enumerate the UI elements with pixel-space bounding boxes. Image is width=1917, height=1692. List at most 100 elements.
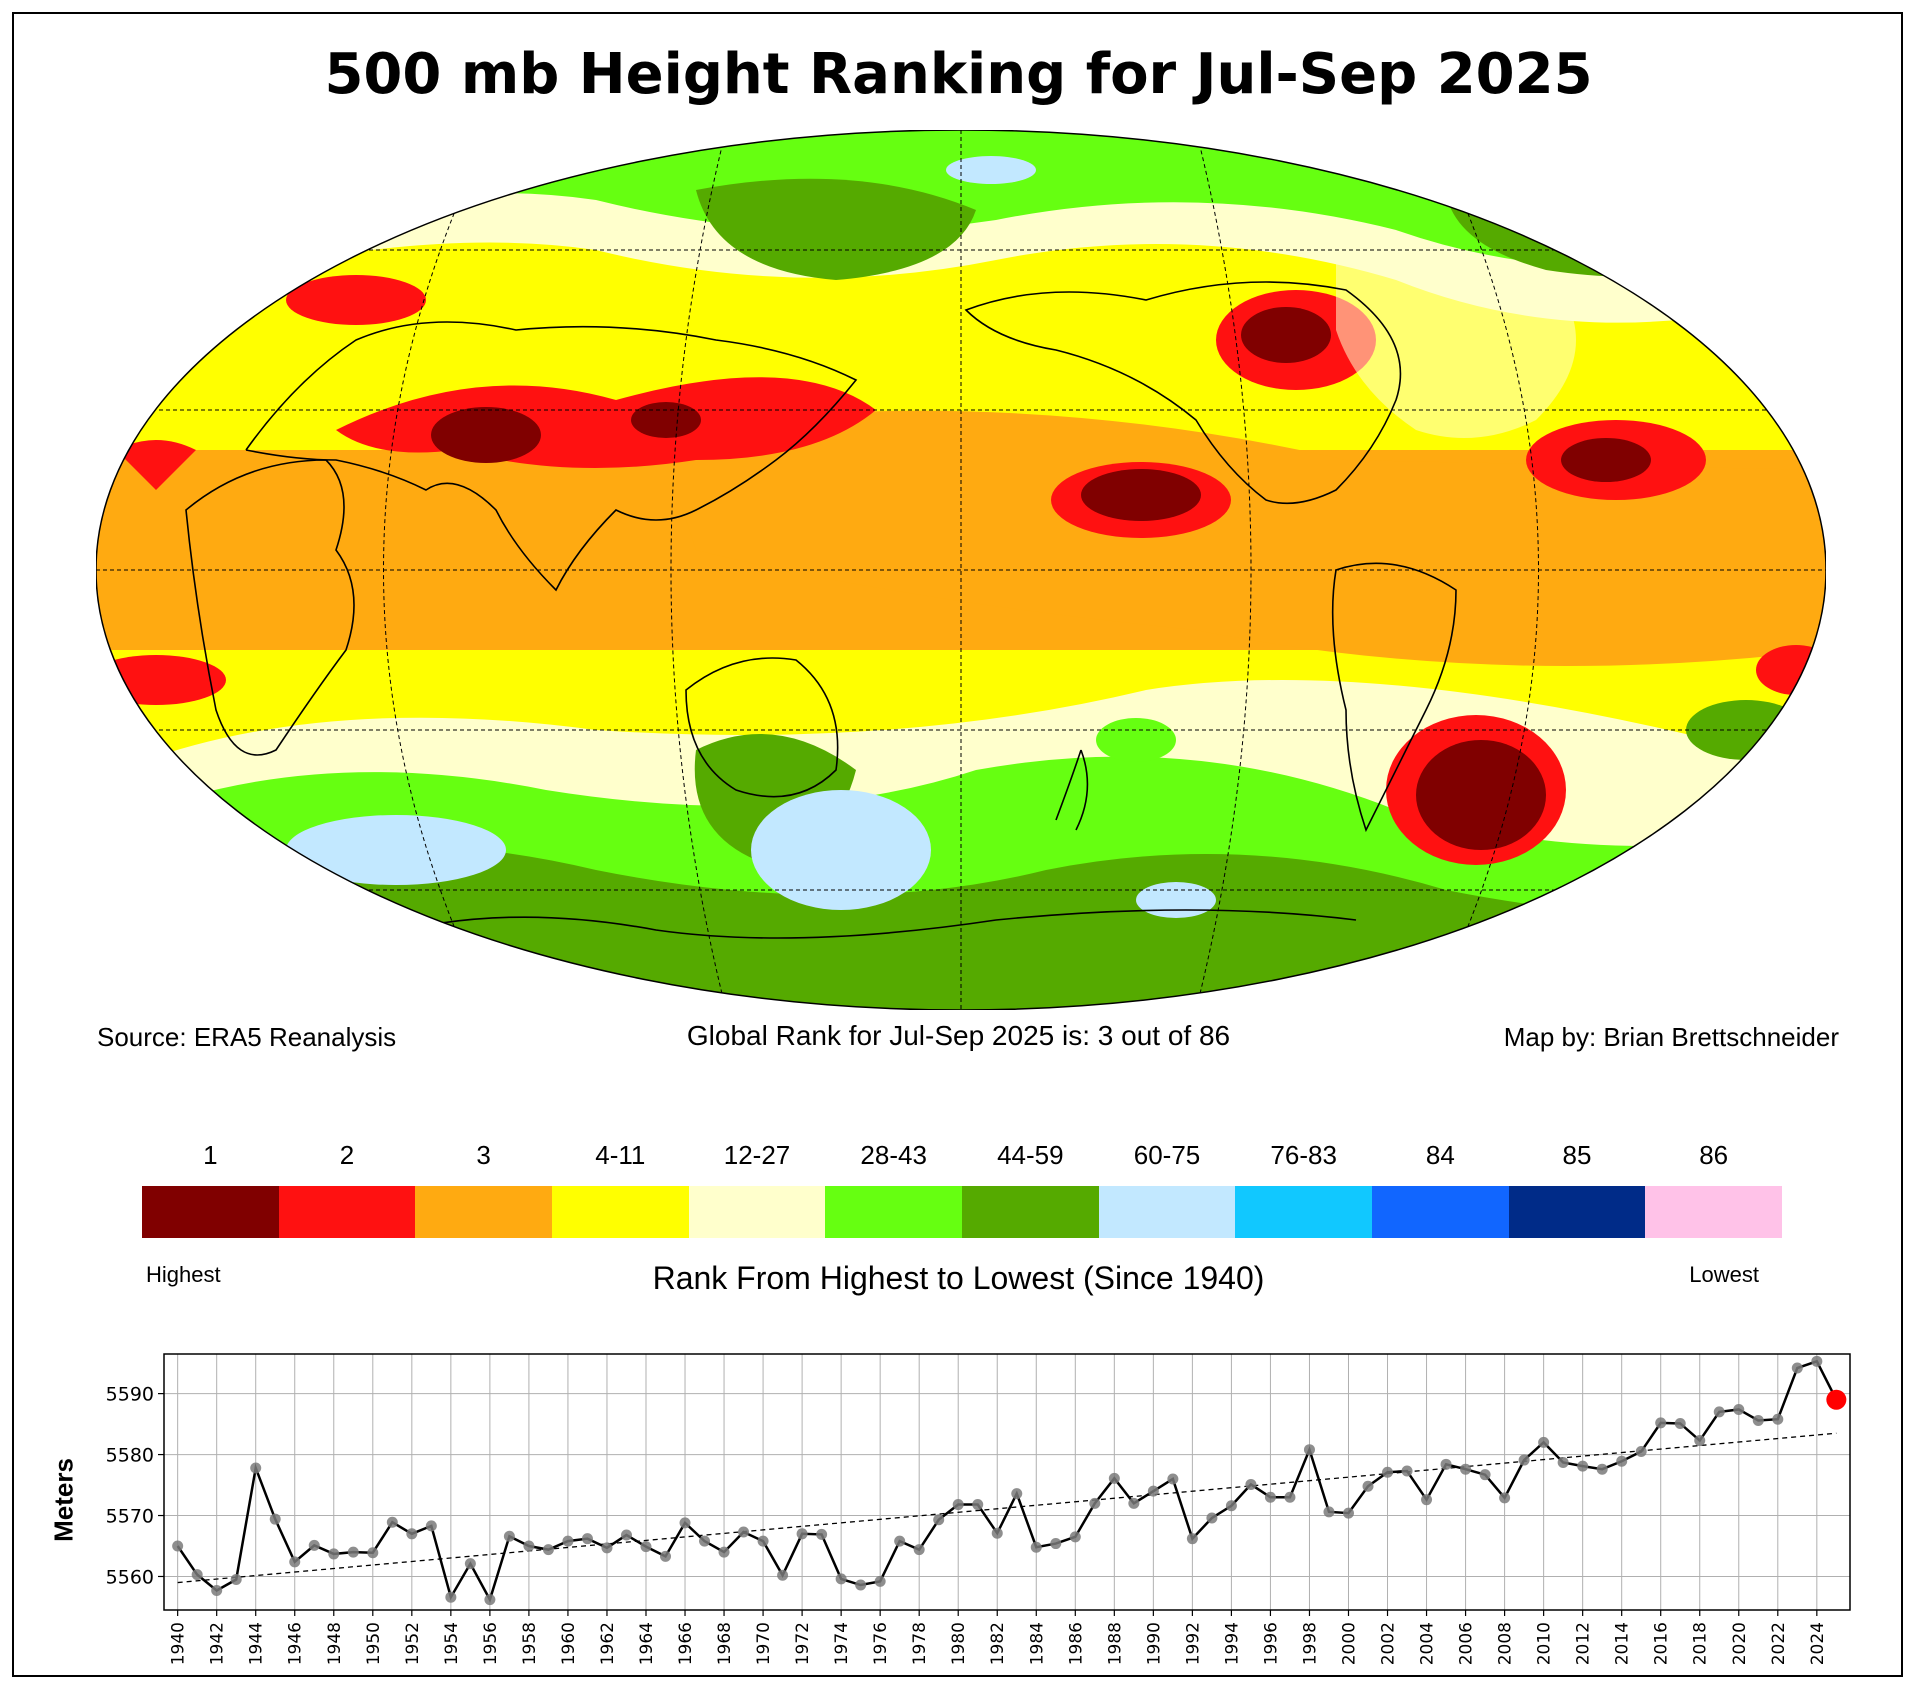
canada-max [1241, 307, 1331, 363]
lightblue-patch-1 [286, 815, 506, 885]
graticule [96, 130, 1826, 1010]
figure-frame [12, 12, 1903, 1677]
trend-line [177, 1432, 1837, 1584]
timeseries-chart: 5560 5570 5580 5590 1940 1942 1944 1946 1948 1950… [106, 1353, 1851, 1665]
data-point [1069, 1531, 1081, 1543]
map-svg [95, 129, 1827, 1011]
data-point [445, 1591, 457, 1603]
legend-swatch-10 [1372, 1186, 1509, 1238]
data-point [1772, 1413, 1784, 1425]
legend-swatch-2 [278, 1186, 416, 1238]
legend-swatch-6 [825, 1186, 963, 1238]
data-point [1342, 1507, 1354, 1519]
data-point [386, 1516, 398, 1528]
west-edge-red [116, 440, 196, 490]
legend-label-9: 76-83 [1270, 1140, 1337, 1170]
data-point [1791, 1362, 1803, 1374]
data-point [1752, 1414, 1764, 1426]
data-point [484, 1594, 496, 1606]
ne-pacific-max [1081, 469, 1201, 521]
x-tick-label: 1986 [1066, 1622, 1086, 1665]
data-point [1167, 1473, 1179, 1485]
data-point [1577, 1460, 1589, 1472]
data-point [1225, 1500, 1237, 1512]
data-point [796, 1528, 808, 1540]
legend-label-10: 84 [1425, 1140, 1455, 1170]
data-point [1440, 1458, 1452, 1470]
x-tick-label: 1952 [403, 1622, 423, 1665]
data-point [581, 1533, 593, 1545]
data-point [894, 1535, 906, 1547]
data-point [1030, 1541, 1042, 1553]
legend-label-12: 86 [1699, 1140, 1729, 1170]
figure-title: 500 mb Height Ranking for Jul-Sep 2025 [324, 42, 1593, 107]
coastlines [185, 281, 1457, 941]
data-point [230, 1574, 242, 1586]
south-atlantic-green [1686, 700, 1806, 760]
x-tick-label: 1990 [1144, 1622, 1164, 1665]
legend-swatch-8 [1098, 1186, 1236, 1238]
plot-frame [163, 1353, 1851, 1611]
lightblue-patch-3 [1136, 882, 1216, 918]
x-tick-label: 1958 [520, 1622, 540, 1665]
data-point [640, 1541, 652, 1553]
legend-label-2: 2 [339, 1140, 355, 1170]
data-point [1674, 1417, 1686, 1429]
data-point [289, 1556, 301, 1568]
data-point [1635, 1446, 1647, 1458]
global-rank-text: Global Rank for Jul-Sep 2025 is: 3 out o… [686, 1020, 1231, 1051]
data-point [1616, 1455, 1628, 1467]
data-point [855, 1579, 867, 1591]
data-point [542, 1544, 554, 1556]
data-point [1284, 1491, 1296, 1503]
x-tick-label: 2010 [1535, 1622, 1555, 1665]
y-tick-label: 5590 [106, 1384, 154, 1406]
data-point [699, 1535, 711, 1547]
data-point [757, 1535, 769, 1547]
x-tick-label: 1994 [1222, 1622, 1242, 1665]
data-point [601, 1542, 613, 1554]
data-point [738, 1526, 750, 1538]
source-text: Source: ERA5 Reanalysis [97, 1022, 397, 1052]
data-point [1811, 1355, 1823, 1367]
data-point [1206, 1512, 1218, 1524]
x-tick-label: 1984 [1027, 1622, 1047, 1665]
south-pacific-green [1096, 718, 1176, 762]
x-tick-label: 1998 [1300, 1622, 1320, 1665]
x-tick-label: 1946 [286, 1622, 306, 1665]
data-point [1460, 1463, 1472, 1475]
x-tick-label: 1992 [1183, 1622, 1203, 1665]
legend-lowest: Lowest [1689, 1262, 1759, 1287]
data-point [406, 1528, 418, 1540]
x-tick-label: 2018 [1691, 1622, 1711, 1665]
highlight-point-2025 [1826, 1389, 1847, 1410]
data-point [1694, 1435, 1706, 1447]
data-point [1557, 1456, 1569, 1468]
legend-label-5: 12-27 [723, 1140, 791, 1170]
data-point [269, 1513, 281, 1525]
x-tick-label: 1982 [988, 1622, 1008, 1665]
data-point [562, 1535, 574, 1547]
legend-label-3: 3 [476, 1140, 491, 1170]
x-tick-label: 2006 [1457, 1622, 1477, 1665]
legend-swatch-9 [1235, 1186, 1373, 1238]
data-point [1421, 1494, 1433, 1506]
x-tick-label: 1974 [832, 1622, 852, 1665]
legend-caption: Rank From Highest to Lowest (Since 1940) [652, 1260, 1265, 1296]
x-tick-label: 1944 [247, 1622, 267, 1665]
data-point [620, 1529, 632, 1541]
legend-label-1: 1 [203, 1140, 218, 1170]
data-point [1128, 1497, 1140, 1509]
data-point [933, 1514, 945, 1526]
x-tick-label: 2004 [1418, 1622, 1438, 1665]
x-tick-label: 1962 [598, 1622, 618, 1665]
central-asia-max [431, 407, 541, 463]
data-point [367, 1547, 379, 1559]
legend-bar [142, 1186, 1783, 1238]
x-tick-label: 2020 [1730, 1622, 1750, 1665]
data-point [1713, 1406, 1725, 1418]
data-point [972, 1499, 984, 1511]
x-tick-label: 2024 [1808, 1622, 1828, 1665]
data-point [1245, 1478, 1257, 1490]
legend-swatch-1 [142, 1186, 279, 1238]
